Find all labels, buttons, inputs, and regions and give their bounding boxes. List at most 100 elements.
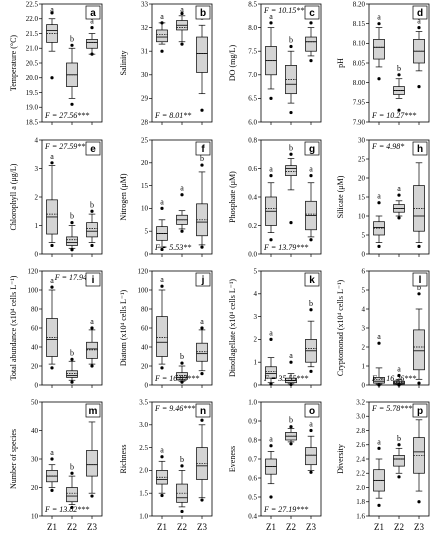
outlier-point — [70, 102, 74, 106]
y-tick-label: 21.0 — [26, 45, 39, 53]
significance-letter: a — [377, 332, 381, 341]
outlier-point — [269, 337, 273, 341]
outlier-point — [70, 505, 74, 510]
outlier-point — [180, 229, 184, 233]
y-tick-label: 0.4 — [248, 193, 257, 201]
panel-letter-box — [304, 5, 320, 20]
box-z3 — [305, 447, 317, 466]
panel-letter: j — [201, 275, 205, 286]
outlier-point — [289, 382, 293, 387]
outlier-point — [289, 110, 293, 115]
y-tick-label: 25 — [141, 136, 149, 144]
panel-letter-box — [412, 141, 428, 156]
x-tick-label-z1: Z1 — [157, 522, 167, 532]
outlier-point — [417, 26, 421, 30]
outlier-point — [160, 366, 164, 370]
y-tick-label: 1 — [35, 222, 39, 230]
significance-letter: b — [180, 352, 184, 361]
outlier-point — [160, 284, 164, 288]
significance-letter: a — [50, 448, 54, 457]
panel-c: 6.06.57.07.58.08.5DO (mg/L)ababF = 10.15… — [228, 0, 322, 126]
significance-letter: a — [269, 328, 273, 337]
box-z3 — [86, 450, 98, 477]
y-tick-label: 4 — [254, 290, 258, 298]
significance-letter: a — [90, 317, 94, 326]
outlier-point — [200, 108, 204, 112]
significance-letter: b — [70, 34, 74, 43]
y-tick-label: 20 — [31, 362, 39, 370]
panel-letter: d — [417, 8, 423, 19]
y-axis-label: Eveness — [228, 446, 237, 472]
box-z2 — [66, 236, 78, 246]
y-tick-label: 22.0 — [26, 15, 39, 23]
y-tick-label: 2.0 — [356, 484, 365, 492]
panel-i: 0 20 40 60 80 100 120 Total abundance (x10⁴ cel… — [9, 267, 103, 389]
panel-g: 0.0 0.2 0.4 0.6 0.8 Phosphate (μM) a b a F = 13.7… — [228, 136, 322, 258]
outlier-point — [90, 209, 94, 213]
y-axis-label: Cryptomonad (x10⁴ cells L⁻¹) — [336, 280, 345, 377]
y-tick-label: 2 — [254, 336, 258, 344]
outlier-point — [90, 364, 94, 368]
y-tick-label: 0.6 — [248, 165, 257, 173]
outlier-point — [309, 470, 313, 474]
outlier-point — [180, 509, 184, 514]
significance-letter: b — [309, 299, 313, 308]
outlier-point — [70, 471, 74, 475]
y-tick-label: 6 — [362, 267, 366, 275]
y-tick-label: 10 — [31, 512, 39, 520]
outlier-point — [50, 76, 54, 80]
y-tick-label: 8.00 — [353, 79, 366, 87]
y-tick-label: 22.5 — [26, 0, 39, 8]
significance-letter: a — [397, 365, 401, 374]
outlier-point — [200, 418, 204, 422]
y-tick-label: 0.7 — [248, 455, 257, 463]
y-tick-label: 8.15 — [353, 20, 366, 28]
y-tick-label: 5 — [254, 267, 258, 275]
outlier-point — [70, 380, 74, 384]
outlier-point — [397, 443, 401, 447]
outlier-point — [417, 292, 421, 296]
y-tick-label: 60 — [31, 324, 39, 332]
y-tick-label: 20.5 — [26, 59, 39, 67]
panel-j: 0 20 40 60 80 100 120 Diatom (x10⁴ cells L⁻¹) a b… — [119, 267, 213, 389]
y-tick-label: 7.95 — [353, 99, 366, 107]
y-tick-label: 1.0 — [139, 512, 148, 520]
outlier-point — [417, 244, 421, 248]
x-tick-label-z2: Z2 — [394, 522, 404, 532]
y-tick-label: 8.5 — [248, 0, 257, 8]
y-tick-label: 31 — [141, 48, 149, 56]
y-tick-label: 5 — [362, 231, 366, 239]
significance-letter: a — [160, 12, 164, 21]
y-axis-label: Salinity — [119, 51, 128, 76]
y-tick-label: 20 — [141, 159, 149, 167]
panel-letter: p — [417, 406, 423, 417]
y-tick-label: 20.0 — [26, 74, 39, 82]
outlier-point — [70, 248, 74, 252]
y-tick-label: 7.0 — [248, 71, 257, 79]
panel-k: 0 1 2 3 4 5 Dinoflagellate (x10⁴ cells L⁻¹) a a b… — [228, 267, 322, 389]
significance-letter: a — [160, 275, 164, 284]
outlier-point — [417, 85, 421, 89]
panel-letter-box — [304, 141, 320, 156]
outlier-point — [50, 11, 54, 15]
significance-letter: a — [397, 184, 401, 193]
y-tick-label: 2.4 — [356, 455, 365, 463]
f-statistic: F = 10.15*** — [263, 6, 308, 15]
significance-letter: b — [397, 64, 401, 73]
panel-a: 18.5 19.0 19.5 20.0 20.5 21.0 21.5 22.0 22.5 Temp… — [9, 0, 103, 126]
outlier-point — [269, 495, 273, 499]
significance-letter: a — [417, 17, 421, 26]
panel-letter: h — [417, 144, 423, 155]
panel-letter-box — [85, 403, 101, 418]
outlier-point — [417, 500, 421, 504]
significance-letter: a — [269, 165, 273, 174]
y-tick-label: 100 — [138, 286, 149, 294]
y-tick-label: 0 — [362, 250, 366, 258]
box-z1 — [156, 316, 168, 357]
y-tick-label: 6.0 — [248, 118, 257, 126]
y-tick-label: 0.2 — [248, 222, 257, 230]
panel-letter: o — [309, 406, 315, 417]
y-tick-label: 2.5 — [139, 444, 148, 452]
outlier-point — [269, 382, 273, 386]
